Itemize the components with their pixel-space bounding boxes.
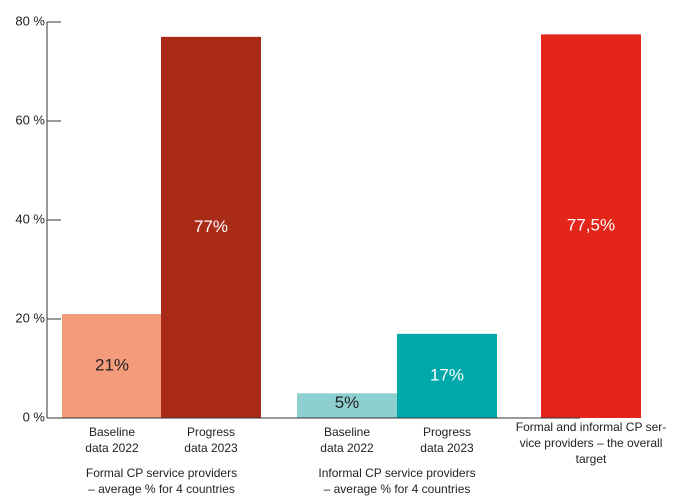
group-label: Informal CP service providers [318, 466, 475, 480]
data-label: 5% [335, 393, 360, 412]
x-tick-label: vice providers – the overall [520, 436, 663, 450]
data-label: 17% [430, 365, 464, 384]
y-tick-label: 80 % [15, 13, 45, 28]
y-tick-label: 20 % [15, 310, 45, 325]
y-tick-label: 0 % [23, 409, 46, 424]
data-label: 77,5% [567, 216, 615, 235]
data-label: 21% [95, 356, 129, 375]
group-label: Formal CP service providers [86, 466, 237, 480]
x-tick-label: target [576, 452, 607, 466]
bar [541, 34, 641, 418]
x-tick-label: Progress [423, 425, 471, 439]
x-tick-label: Baseline [324, 425, 370, 439]
group-label: – average % for 4 countries [88, 482, 235, 496]
x-tick-label: data 2023 [420, 441, 474, 455]
x-tick-label: Baseline [89, 425, 135, 439]
y-tick-label: 60 % [15, 112, 45, 127]
x-tick-label: data 2022 [85, 441, 139, 455]
bar [62, 314, 162, 418]
data-label: 77% [194, 217, 228, 236]
x-tick-label: Progress [187, 425, 235, 439]
x-tick-label: data 2023 [184, 441, 238, 455]
bar [161, 36, 261, 418]
x-tick-label: Formal and informal CP ser- [516, 420, 667, 434]
x-tick-label: data 2022 [320, 441, 374, 455]
bar [397, 333, 497, 418]
bar [297, 393, 397, 418]
group-label: – average % for 4 countries [324, 482, 471, 496]
y-tick-label: 40 % [15, 211, 45, 226]
